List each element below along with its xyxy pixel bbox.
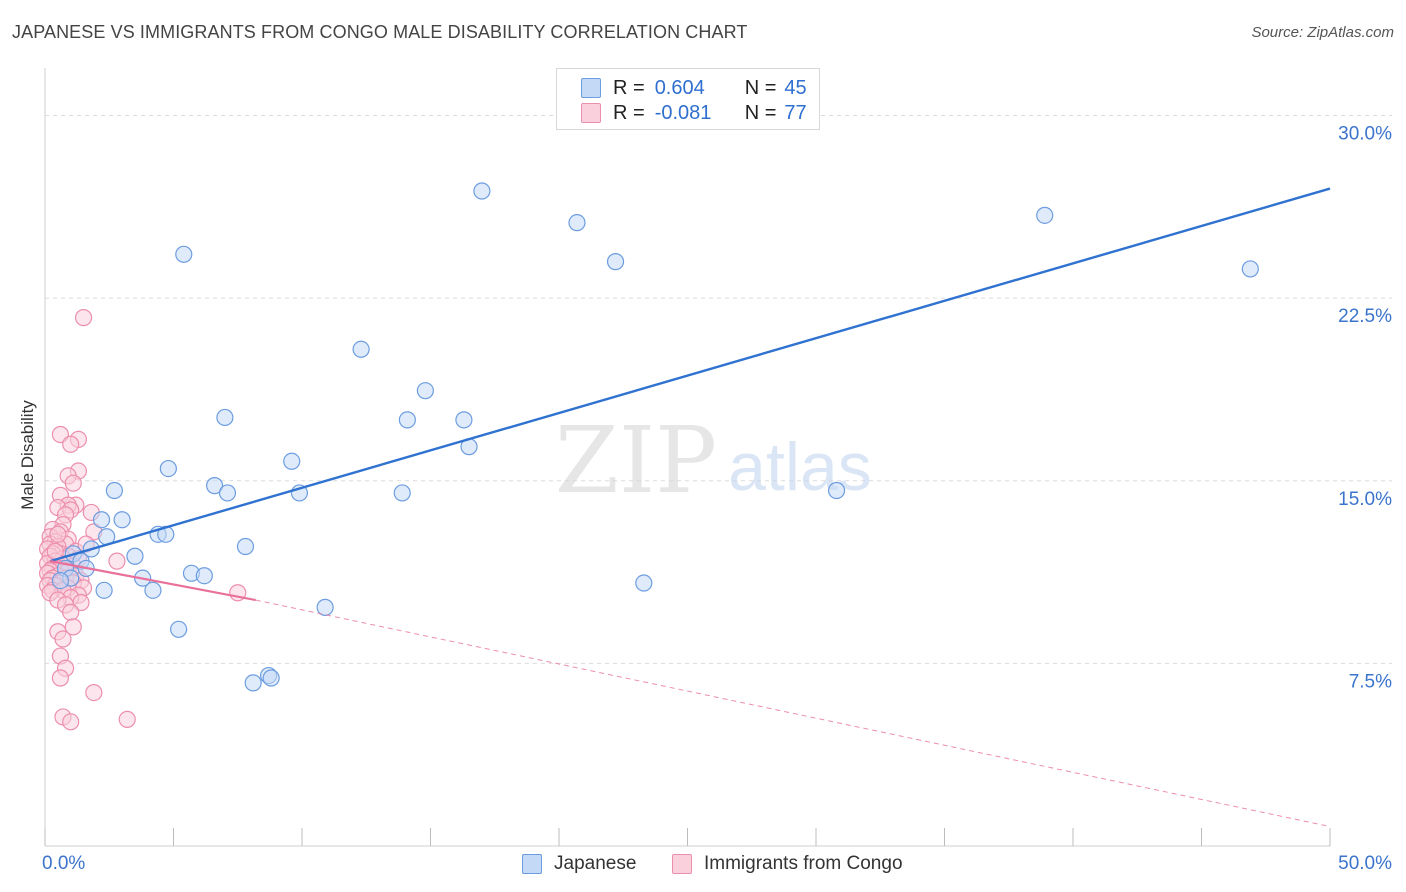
congo-r-value: -0.081 xyxy=(654,101,712,124)
correlation-stats-box: R = 0.604 N = 45 R = -0.081 N = 77 xyxy=(556,68,820,130)
congo-point xyxy=(54,630,72,648)
japanese-point xyxy=(216,408,234,427)
japanese-point xyxy=(398,411,416,429)
y-tick-label: 7.5% xyxy=(1349,671,1392,692)
japanese-point xyxy=(473,182,491,200)
legend-japanese-swatch xyxy=(522,854,542,874)
legend-congo-swatch xyxy=(672,854,692,874)
japanese-point xyxy=(352,340,370,358)
congo-point xyxy=(62,435,80,453)
axes xyxy=(44,68,1331,847)
congo-point xyxy=(49,525,67,543)
japanese-point xyxy=(316,598,334,616)
japanese-point xyxy=(635,574,653,592)
stats-row-congo: R = -0.081 N = 77 xyxy=(581,101,807,125)
congo-point xyxy=(108,552,126,570)
chart-title: JAPANESE VS IMMIGRANTS FROM CONGO MALE D… xyxy=(12,22,748,42)
legend-item-japanese[interactable]: Japanese xyxy=(522,852,636,876)
japanese-n-label: N = xyxy=(744,76,777,99)
congo-point xyxy=(62,713,80,731)
x-tick-label: 50.0% xyxy=(1338,853,1392,874)
series-congo-points xyxy=(38,309,247,731)
congo-r-label: R = xyxy=(613,101,645,124)
japanese-point xyxy=(175,245,193,263)
japanese-point xyxy=(159,459,177,478)
japanese-point xyxy=(92,511,111,529)
trend-lines xyxy=(49,187,1331,828)
watermark-zip: ZIP xyxy=(555,407,717,514)
japanese-r-label: R = xyxy=(613,76,645,99)
y-tick-label: 15.0% xyxy=(1338,489,1392,510)
japanese-point xyxy=(144,581,162,599)
japanese-point xyxy=(455,411,473,429)
japanese-point xyxy=(236,537,255,556)
y-tick-label: 22.5% xyxy=(1338,306,1392,327)
japanese-point xyxy=(51,571,70,590)
japanese-point xyxy=(606,253,625,271)
japanese-point xyxy=(283,452,301,470)
grid-lines xyxy=(45,115,1392,664)
legend-item-congo[interactable]: Immigrants from Congo xyxy=(672,852,903,876)
congo-point xyxy=(62,603,80,621)
congo-trend-line xyxy=(49,560,256,602)
y-tick-label: 30.0% xyxy=(1338,124,1392,145)
stats-row-japanese: R = 0.604 N = 45 xyxy=(581,76,807,100)
japanese-point xyxy=(393,484,411,502)
japanese-point xyxy=(244,674,262,692)
japanese-point xyxy=(95,581,113,599)
watermark-atlas: atlas xyxy=(728,429,872,505)
japanese-n-value: 45 xyxy=(784,76,807,99)
japanese-r-value: 0.604 xyxy=(654,76,705,99)
japanese-point xyxy=(262,669,280,687)
watermark: ZIP atlas xyxy=(555,407,872,514)
japanese-point xyxy=(105,481,123,500)
congo-point xyxy=(118,710,136,728)
congo-n-label: N = xyxy=(744,101,777,124)
congo-point xyxy=(85,683,103,702)
legend-japanese-label: Japanese xyxy=(554,853,637,874)
japanese-point xyxy=(1036,206,1054,224)
japanese-point xyxy=(170,620,188,638)
japanese-point xyxy=(416,382,434,400)
congo-point xyxy=(64,618,82,636)
congo-point xyxy=(64,474,82,492)
congo-n-value: 77 xyxy=(784,101,807,124)
japanese-point xyxy=(218,484,237,502)
japanese-swatch xyxy=(581,78,601,98)
japanese-point xyxy=(827,481,846,500)
congo-swatch xyxy=(581,103,601,123)
japanese-point xyxy=(195,567,213,585)
japanese-point xyxy=(206,477,224,495)
japanese-point xyxy=(568,214,586,232)
congo-point xyxy=(51,669,70,687)
source-credit: Source: ZipAtlas.com xyxy=(1251,24,1394,41)
y-axis-label: Male Disability xyxy=(18,400,37,510)
japanese-point xyxy=(113,511,131,529)
japanese-point xyxy=(1241,260,1259,278)
congo-point xyxy=(74,309,93,327)
congo-trend-extension xyxy=(255,599,1331,828)
x-tick-label: 0.0% xyxy=(42,853,85,874)
japanese-point xyxy=(126,547,144,565)
legend-congo-label: Immigrants from Congo xyxy=(704,853,903,874)
tick-labels: 7.5% 15.0% 22.5% 30.0% 0.0% 50.0% xyxy=(42,124,1392,874)
japanese-trend-line xyxy=(49,187,1331,563)
